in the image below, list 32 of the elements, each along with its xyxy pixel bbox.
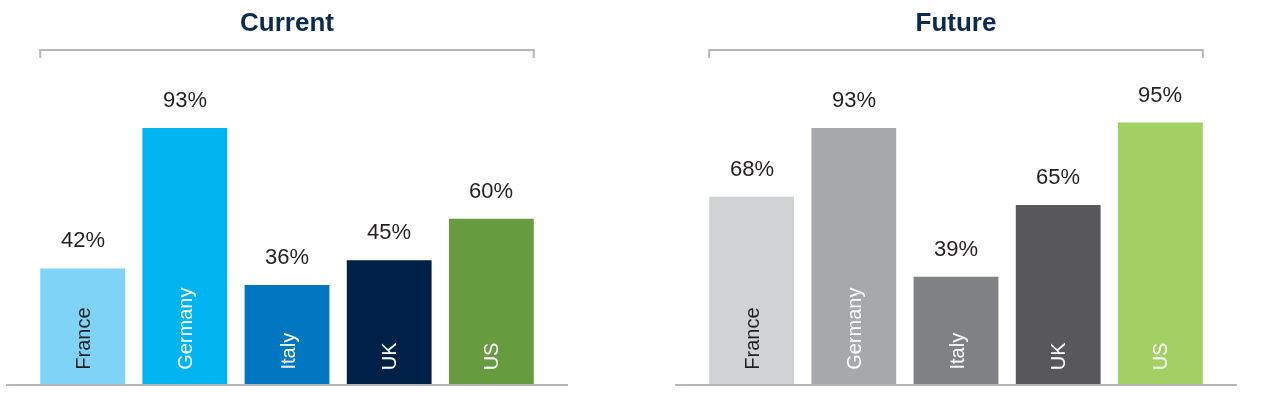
x-tick-label: US <box>480 342 503 371</box>
x-tick-label: UK <box>378 341 401 371</box>
data-label: 39% <box>934 236 979 261</box>
x-tick-label: Germany <box>173 287 196 370</box>
x-tick-label: Italy <box>945 332 968 370</box>
bar <box>1117 122 1203 384</box>
data-label: 45% <box>367 219 412 244</box>
bar <box>142 128 228 384</box>
chart-title: Current <box>240 7 335 38</box>
chart-title: Future <box>915 7 997 38</box>
x-tick-label: Italy <box>276 332 299 370</box>
data-label: 36% <box>265 244 310 269</box>
data-label: 42% <box>61 227 106 252</box>
bar <box>346 260 432 384</box>
bar <box>1015 205 1101 384</box>
x-tick-label: Germany <box>842 287 865 370</box>
data-label: 93% <box>832 87 877 112</box>
x-tick-label: France <box>71 307 94 370</box>
data-label: 68% <box>730 156 775 181</box>
data-label: 65% <box>1036 164 1081 189</box>
x-tick-label: UK <box>1047 341 1070 371</box>
bar <box>448 218 534 384</box>
bar <box>811 128 897 384</box>
x-tick-label: US <box>1149 342 1172 371</box>
bar <box>244 284 330 384</box>
bar <box>709 196 795 384</box>
data-label: 95% <box>1138 82 1183 107</box>
data-label: 93% <box>163 87 208 112</box>
data-label: 60% <box>469 178 514 203</box>
bar <box>913 276 999 384</box>
x-tick-label: France <box>740 307 763 370</box>
bar <box>40 268 126 384</box>
